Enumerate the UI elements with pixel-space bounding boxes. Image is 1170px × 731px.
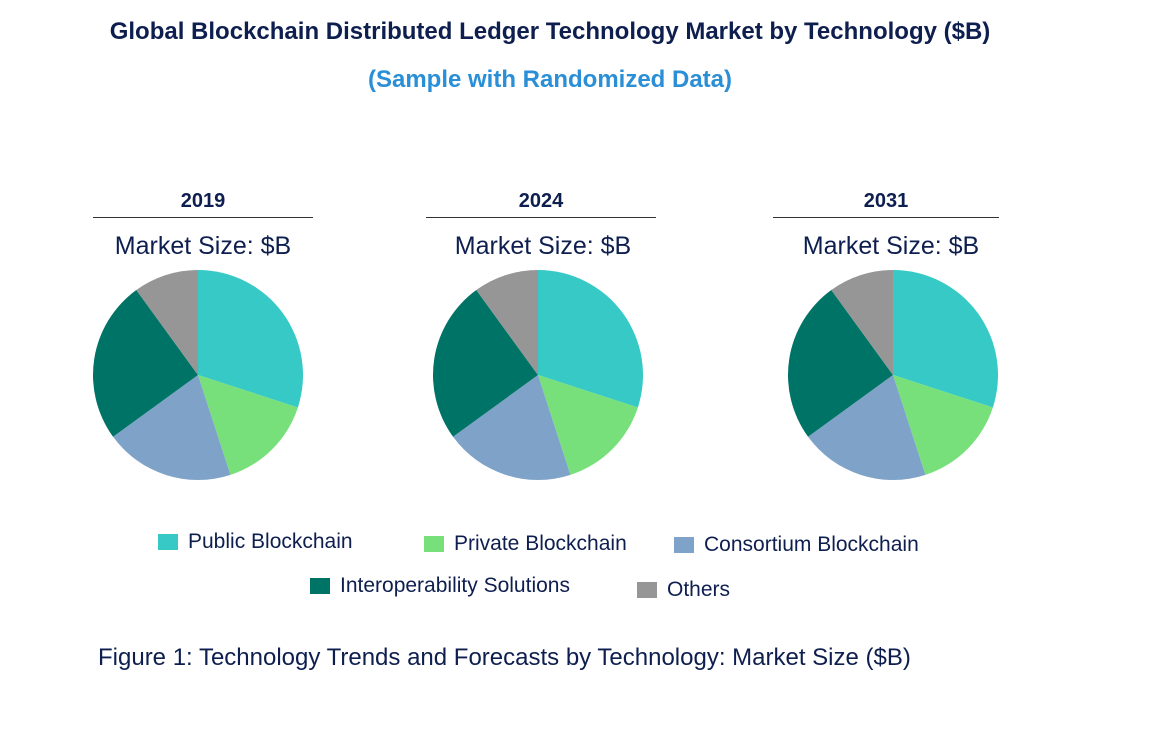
legend-swatch xyxy=(158,534,178,550)
pie-slice-2019-public-blockchain xyxy=(198,270,303,408)
legend-swatch xyxy=(674,537,694,553)
pie-slice-2019-interoperability-solutions xyxy=(93,290,198,437)
legend-label: Interoperability Solutions xyxy=(340,574,570,597)
chart-title: Global Blockchain Distributed Ledger Tec… xyxy=(109,18,991,45)
pie-slice-2019-private-blockchain xyxy=(198,375,298,475)
legend-item-others: Others xyxy=(637,578,730,602)
pie-slice-2031-consortium-blockchain xyxy=(808,375,926,480)
pie-slice-2024-public-blockchain xyxy=(538,270,644,408)
legend-item-consortium: Consortium Blockchain xyxy=(674,533,919,557)
pie-slice-2031-public-blockchain xyxy=(893,270,999,408)
legend-item-private: Private Blockchain xyxy=(424,532,627,556)
pie-slice-2024-others xyxy=(476,270,538,375)
pie-year-2019: 2019 xyxy=(93,190,313,218)
figure-caption: Figure 1: Technology Trends and Forecast… xyxy=(98,644,911,671)
market-size-label-2031: Market Size: $B xyxy=(802,232,980,260)
pie-slice-2031-private-blockchain xyxy=(893,375,993,475)
legend-label: Others xyxy=(667,578,731,601)
pie-slice-2024-consortium-blockchain xyxy=(453,375,571,480)
legend-item-public: Public Blockchain xyxy=(158,530,353,554)
pie-slice-2024-interoperability-solutions xyxy=(433,290,538,437)
pie-year-2031: 2031 xyxy=(773,190,999,218)
market-size-label-2024: Market Size: $B xyxy=(454,232,632,260)
pie-slice-2031-others xyxy=(831,270,893,375)
legend-label: Public Blockchain xyxy=(188,530,353,553)
legend-label: Consortium Blockchain xyxy=(704,533,919,556)
pie-slice-2031-interoperability-solutions xyxy=(788,290,893,437)
chart-subtitle: (Sample with Randomized Data) xyxy=(367,66,733,93)
legend-swatch xyxy=(637,582,657,598)
pie-year-2024: 2024 xyxy=(426,190,656,218)
legend-swatch xyxy=(310,578,330,594)
market-size-label-2019: Market Size: $B xyxy=(114,232,292,260)
pie-slice-2019-others xyxy=(136,270,198,375)
legend-swatch xyxy=(424,536,444,552)
legend-label: Private Blockchain xyxy=(454,532,627,555)
pie-slice-2024-private-blockchain xyxy=(538,375,638,475)
legend-item-interoperability: Interoperability Solutions xyxy=(310,574,570,598)
pie-slice-2019-consortium-blockchain xyxy=(113,375,231,480)
